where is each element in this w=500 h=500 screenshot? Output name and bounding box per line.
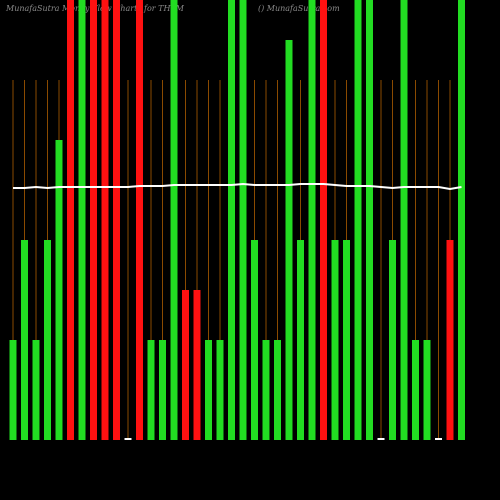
bar bbox=[308, 0, 316, 440]
bar bbox=[423, 340, 431, 440]
bar bbox=[320, 0, 327, 440]
bar bbox=[354, 0, 362, 440]
bar bbox=[228, 0, 235, 440]
bar bbox=[216, 340, 224, 440]
bar bbox=[182, 290, 189, 440]
bar bbox=[435, 438, 442, 440]
bar bbox=[205, 340, 212, 440]
bar bbox=[32, 340, 40, 440]
bar bbox=[458, 0, 465, 440]
bar bbox=[90, 0, 97, 440]
bar bbox=[67, 0, 74, 440]
bar bbox=[193, 290, 201, 440]
bar bbox=[343, 240, 350, 440]
bar bbox=[44, 240, 51, 440]
bar bbox=[136, 0, 143, 440]
bar bbox=[78, 0, 86, 440]
bar bbox=[55, 140, 63, 440]
bar bbox=[101, 0, 109, 440]
bar bbox=[21, 240, 28, 440]
bar bbox=[262, 340, 270, 440]
bar bbox=[147, 340, 155, 440]
bar bbox=[239, 0, 247, 440]
bar bbox=[251, 240, 258, 440]
bar bbox=[389, 240, 396, 440]
moving-average-line bbox=[13, 182, 462, 191]
bar bbox=[170, 0, 178, 440]
bar bbox=[124, 438, 132, 440]
bar bbox=[400, 0, 408, 440]
bar bbox=[113, 0, 120, 440]
bar bbox=[366, 0, 373, 440]
chart-subtitle: () MunafaSutra.com bbox=[258, 4, 340, 13]
bar bbox=[412, 340, 419, 440]
bar bbox=[274, 340, 281, 440]
bar bbox=[159, 340, 166, 440]
bar bbox=[297, 240, 304, 440]
bar bbox=[446, 240, 454, 440]
bar bbox=[377, 438, 385, 440]
bar bbox=[9, 340, 17, 440]
bar bbox=[331, 240, 339, 440]
bar bbox=[285, 40, 293, 440]
